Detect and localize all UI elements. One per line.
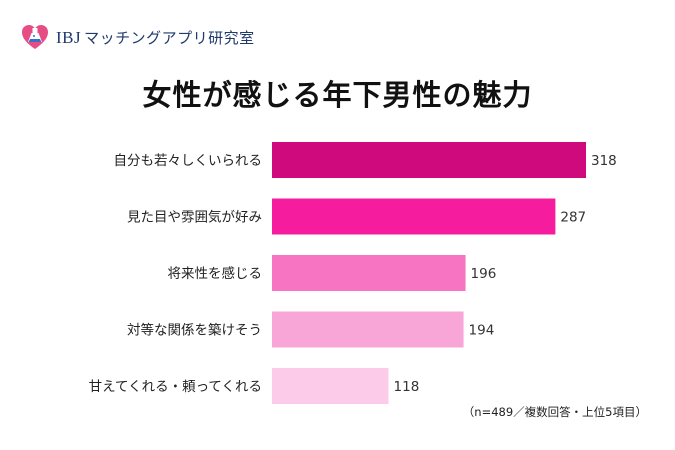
bar (272, 255, 466, 291)
category-label: 自分も若々しくいられる (114, 153, 263, 169)
category-label: 対等な関係を築けそう (127, 322, 262, 339)
brand-japanese: マッチングアプリ研究室 (84, 28, 255, 47)
chart-title: 女性が感じる年下男性の魅力 (142, 78, 533, 112)
bar (272, 311, 464, 348)
category-label: 甘えてくれる・頼ってくれる (89, 379, 262, 395)
data-label: 318 (591, 153, 617, 169)
brand-latin: IBJ (56, 27, 82, 47)
heart-flask-icon (22, 25, 48, 49)
brand-logo: IBJ マッチングアプリ研究室 (20, 22, 255, 52)
sample-note: （n=489／複数回答・上位5項目） (462, 405, 647, 419)
bar (272, 368, 389, 404)
data-label: 118 (394, 379, 420, 395)
bar (272, 142, 586, 178)
brand-name: IBJ マッチングアプリ研究室 (56, 27, 255, 48)
data-label: 196 (471, 266, 497, 282)
bar (272, 198, 556, 235)
category-label: 見た目や雰囲気が好み (127, 210, 262, 226)
data-label: 287 (560, 210, 586, 226)
category-label: 将来性を感じる (168, 265, 263, 282)
data-label: 194 (469, 323, 495, 339)
